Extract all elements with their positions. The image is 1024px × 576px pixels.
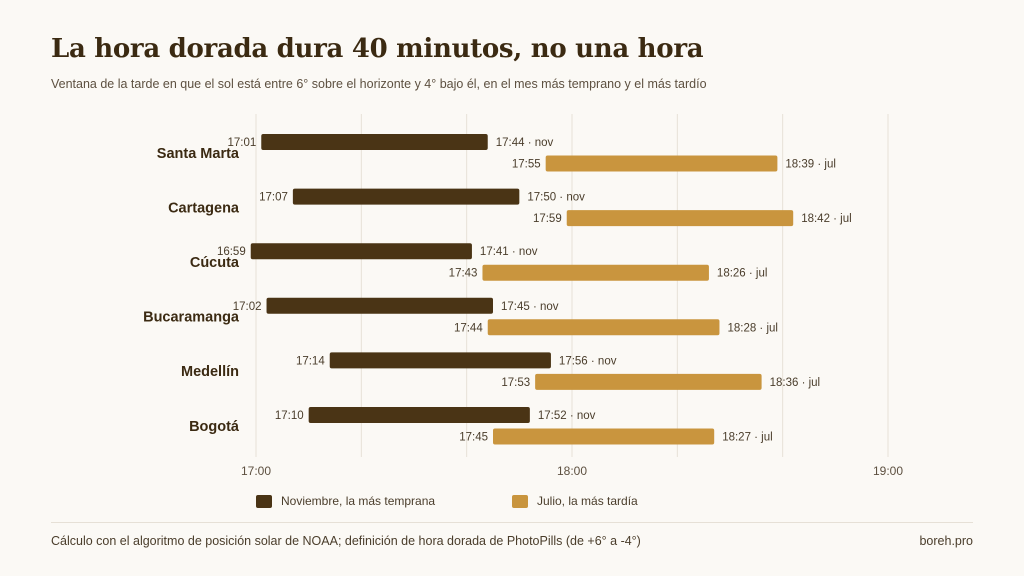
end-label-nov: 17:52 · nov bbox=[538, 410, 596, 422]
end-label-jul: 18:27 · jul bbox=[722, 432, 773, 444]
bar-jul bbox=[566, 210, 794, 227]
x-tick-label: 17:00 bbox=[241, 464, 271, 478]
bar-nov bbox=[266, 297, 493, 314]
legend-swatch-nov bbox=[256, 494, 272, 508]
end-label-jul: 18:36 · jul bbox=[770, 377, 821, 389]
legend-label-nov: Noviembre, la más temprana bbox=[281, 494, 436, 508]
bar-nov bbox=[329, 352, 551, 369]
bar-nov bbox=[261, 134, 488, 150]
bar-jul bbox=[482, 264, 709, 281]
bar-nov bbox=[292, 188, 520, 205]
bar-jul bbox=[535, 373, 762, 390]
chart-title: La hora dorada dura 40 minutos, no una h… bbox=[51, 34, 704, 64]
bar-jul bbox=[545, 155, 778, 172]
start-label-nov: 17:10 bbox=[275, 410, 304, 422]
bar-nov bbox=[250, 243, 472, 260]
chart-subtitle: Ventana de la tarde en que el sol está e… bbox=[51, 77, 707, 91]
end-label-nov: 17:41 · nov bbox=[480, 246, 538, 258]
end-label-nov: 17:44 · nov bbox=[496, 137, 554, 149]
city-label: Cartagena bbox=[168, 200, 240, 216]
bar-jul bbox=[493, 428, 715, 445]
end-label-nov: 17:45 · nov bbox=[501, 301, 559, 313]
legend-item-nov: Noviembre, la más temprana bbox=[256, 494, 435, 508]
legend-item-jul: Julio, la más tardía bbox=[512, 494, 638, 508]
start-label-jul: 17:53 bbox=[501, 377, 530, 389]
city-label: Cúcuta bbox=[190, 255, 240, 271]
x-tick-label: 18:00 bbox=[557, 464, 587, 478]
start-label-nov: 17:01 bbox=[227, 137, 256, 149]
end-label-jul: 18:26 · jul bbox=[717, 268, 768, 280]
city-label: Bucaramanga bbox=[143, 310, 240, 326]
start-label-jul: 17:44 bbox=[454, 322, 483, 334]
city-label: Medellín bbox=[181, 364, 239, 380]
start-label-jul: 17:43 bbox=[449, 268, 478, 280]
city-label: Santa Marta bbox=[157, 146, 240, 162]
legend-swatch-jul bbox=[512, 494, 528, 508]
x-tick-label: 19:00 bbox=[873, 464, 903, 478]
legend-label-jul: Julio, la más tardía bbox=[537, 494, 638, 508]
start-label-jul: 17:59 bbox=[533, 213, 562, 225]
end-label-nov: 17:56 · nov bbox=[559, 355, 617, 367]
bar-jul bbox=[487, 319, 720, 336]
end-label-nov: 17:50 · nov bbox=[527, 192, 585, 204]
footer-divider bbox=[51, 522, 973, 523]
start-label-nov: 17:14 bbox=[296, 355, 325, 367]
end-label-jul: 18:39 · jul bbox=[785, 159, 836, 171]
footer-credit: boreh.pro bbox=[919, 534, 973, 548]
start-label-jul: 17:55 bbox=[512, 159, 541, 171]
city-label: Bogotá bbox=[189, 419, 240, 435]
start-label-nov: 16:59 bbox=[217, 246, 246, 258]
start-label-nov: 17:07 bbox=[259, 192, 288, 204]
bar-nov bbox=[308, 407, 530, 423]
start-label-nov: 17:02 bbox=[233, 301, 262, 313]
end-label-jul: 18:28 · jul bbox=[727, 322, 778, 334]
footer-source: Cálculo con el algoritmo de posición sol… bbox=[51, 534, 641, 548]
start-label-jul: 17:45 bbox=[459, 432, 488, 444]
end-label-jul: 18:42 · jul bbox=[801, 213, 852, 225]
